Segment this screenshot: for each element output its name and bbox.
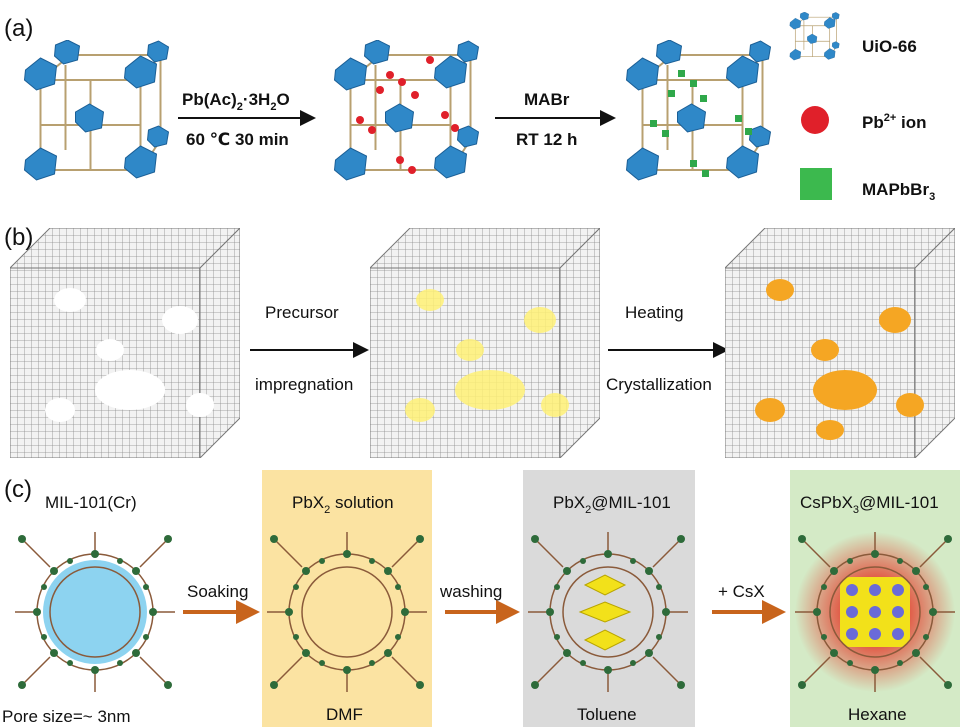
precursor — [405, 289, 569, 422]
panel-label: (b) — [4, 224, 33, 251]
arrow-label: washing — [439, 582, 502, 601]
condition: RT 12 h — [516, 130, 577, 149]
legend-icon — [800, 168, 832, 200]
step-text: impregnation — [255, 375, 353, 394]
uio-66-pb — [333, 40, 480, 182]
stage-title: CsPbX3@MIL-101 — [800, 493, 939, 516]
cube — [10, 228, 240, 458]
legend-text: UiO-66 — [862, 37, 917, 56]
stage-footer: Toluene — [577, 705, 637, 724]
perovskite-dots — [650, 70, 752, 177]
uio-66 — [23, 40, 170, 182]
legend-text: MAPbBr3 — [862, 180, 935, 203]
cs-atoms — [846, 584, 904, 640]
panel-label: (a) — [4, 15, 33, 42]
condition: 60 ℃ 30 min — [186, 130, 289, 149]
stage-footer: Pore size=~ 3nm — [2, 707, 131, 726]
stage-title: PbX2@MIL-101 — [553, 493, 671, 516]
arrow-label: + CsX — [718, 582, 765, 601]
arrow-label: Soaking — [187, 582, 248, 601]
legend-icon — [801, 106, 829, 134]
panel-label: (c) — [4, 476, 32, 503]
stage-footer: DMF — [326, 705, 363, 724]
cube — [370, 228, 600, 458]
pbx2 — [578, 574, 632, 651]
step-text: Precursor — [265, 303, 339, 322]
step-text: Heating — [625, 303, 684, 322]
pore — [43, 560, 147, 664]
stage-footer: Hexane — [848, 705, 907, 724]
uio-66-mapbbr3 — [625, 40, 772, 182]
reagent: Pb(Ac)2·3H2O — [182, 90, 290, 113]
legend-icon — [789, 12, 840, 61]
pores — [45, 288, 214, 422]
crystals — [755, 279, 924, 440]
pb-ions — [356, 56, 459, 174]
stage-title: PbX2 solution — [292, 493, 394, 516]
reagent: MABr — [524, 90, 570, 109]
legend-text: Pb2+ ion — [862, 112, 927, 132]
stage-title: MIL-101(Cr) — [45, 493, 137, 512]
step-text: Crystallization — [606, 375, 712, 394]
